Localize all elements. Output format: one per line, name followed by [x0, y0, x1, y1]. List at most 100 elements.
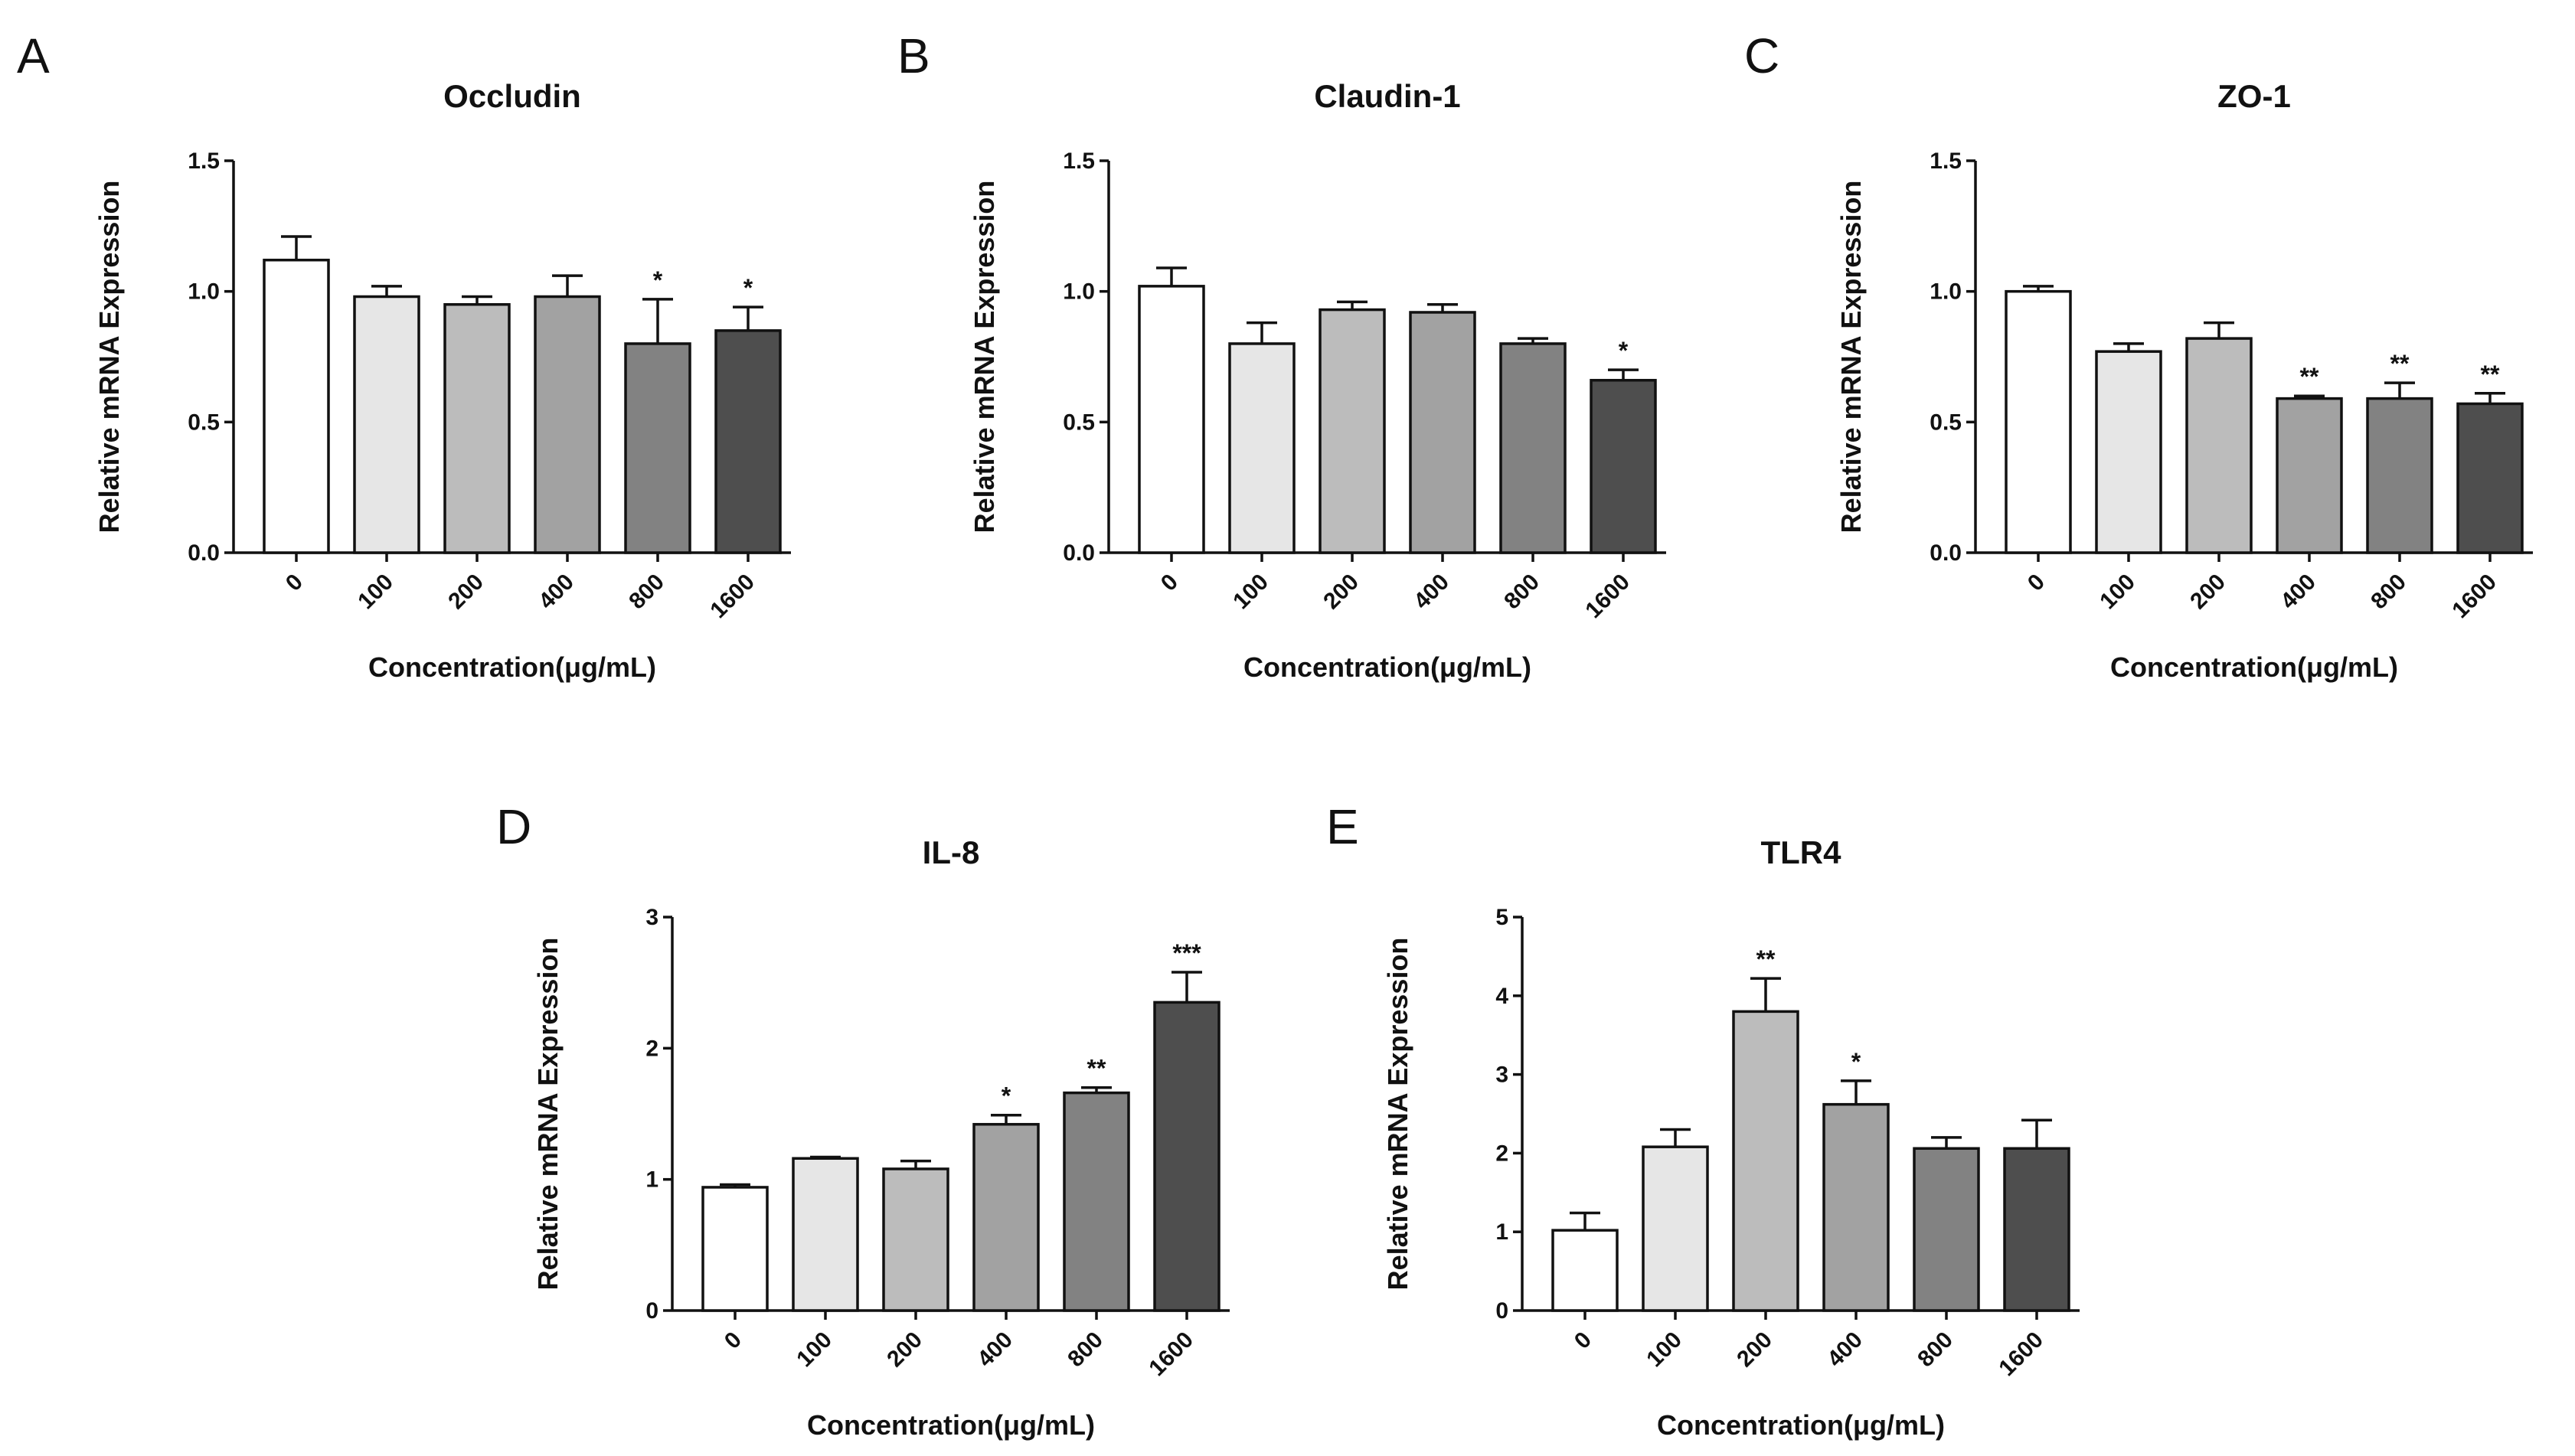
bar-1600 [1590, 378, 1657, 554]
x-tick-label: 800 [1499, 570, 1544, 615]
x-tick-label: 400 [534, 570, 579, 615]
bar-100 [792, 1157, 859, 1312]
x-tick-label: 100 [1642, 1327, 1687, 1373]
x-tick-label: 400 [972, 1327, 1018, 1373]
x-tick-label: 0 [1156, 570, 1183, 596]
x-tick-label: 200 [443, 570, 489, 615]
y-tick-label: 4 [1495, 984, 1508, 1009]
bar-400 [1822, 1102, 1890, 1312]
bar-800 [1913, 1147, 1980, 1312]
x-tick-label: 800 [2366, 570, 2411, 615]
y-tick-label: 0 [1495, 1298, 1508, 1324]
x-tick-label: 1600 [705, 570, 760, 624]
bar-800 [624, 342, 691, 554]
x-tick-label: 200 [882, 1327, 927, 1373]
bar-200 [1319, 308, 1386, 554]
y-tick-label: 0.5 [1063, 410, 1095, 435]
x-tick-label: 1600 [1580, 570, 1635, 624]
x-axis-label: Concentration(μg/mL) [807, 1409, 1095, 1441]
significance-label: ** [1756, 945, 1776, 973]
chart-panel-b: B Claudin-1 0.0 0.5 1.0 1.5 Relative mRNA Expr… [897, 28, 1666, 683]
y-tick-label: 0.0 [188, 540, 220, 566]
chart-panel-e: E TLR4 0 1 2 3 4 5 Relative mRNA Expression 0 100 *… [1326, 799, 2080, 1441]
x-tick-label: 1600 [1994, 1327, 2048, 1382]
chart-panel-d: D IL-8 0 1 2 3 Relative mRNA Expression 0 100 200… [496, 799, 1230, 1441]
x-tick-label: 100 [353, 570, 398, 615]
x-tick-label: 400 [1409, 570, 1454, 615]
bar-1600 [2003, 1147, 2070, 1312]
bar-100 [1228, 342, 1296, 554]
significance-label: ** [2481, 361, 2500, 388]
bar-200 [1732, 1010, 1799, 1312]
bar-100 [1642, 1145, 1709, 1312]
x-tick-label: 400 [2276, 570, 2321, 615]
bar-400 [1409, 311, 1476, 554]
significance-label: ** [2390, 350, 2410, 377]
bar-1600 [2456, 402, 2524, 554]
x-axis-label: Concentration(μg/mL) [1243, 651, 1531, 683]
bar-0 [263, 258, 330, 554]
chart-title: Claudin-1 [1314, 78, 1460, 114]
y-axis-label: Relative mRNA Expression [93, 181, 125, 534]
x-tick-label: 400 [1822, 1327, 1868, 1373]
significance-label: *** [1172, 939, 1201, 967]
bar-400 [972, 1122, 1040, 1312]
significance-label: * [1002, 1082, 1011, 1110]
chart-title: ZO-1 [2217, 78, 2291, 114]
y-tick-label: 1.0 [188, 279, 220, 305]
y-tick-label: 0.0 [1930, 540, 1962, 566]
chart-panel-a: A Occludin 0.0 0.5 1.0 1.5 Relative mRNA Expre… [17, 28, 791, 683]
bar-0 [1551, 1229, 1619, 1312]
y-tick-label: 1.5 [188, 149, 220, 174]
x-tick-label: 800 [1913, 1327, 1958, 1373]
panel-letter: B [897, 28, 930, 83]
y-tick-label: 1.0 [1930, 279, 1962, 305]
significance-label: ** [2300, 363, 2319, 390]
x-tick-label: 800 [1063, 1327, 1108, 1373]
significance-label: * [653, 266, 663, 294]
x-tick-label: 200 [2185, 570, 2230, 615]
significance-label: * [743, 274, 753, 302]
bar-0 [2005, 289, 2072, 554]
panel-letter: E [1326, 799, 1359, 854]
y-tick-label: 2 [645, 1036, 658, 1061]
x-axis-label: Concentration(μg/mL) [2110, 651, 2398, 683]
panel-letter: D [496, 799, 531, 854]
x-tick-label: 200 [1319, 570, 1364, 615]
y-tick-label: 0.0 [1063, 540, 1095, 566]
bar-800 [1063, 1091, 1130, 1312]
bar-800 [2366, 397, 2433, 554]
bar-0 [1138, 285, 1205, 554]
y-tick-label: 0 [645, 1298, 658, 1324]
bar-200 [2185, 337, 2253, 554]
chart-title: Occludin [443, 78, 581, 114]
x-tick-label: 1600 [1144, 1327, 1198, 1382]
y-tick-label: 0.5 [188, 410, 220, 435]
bar-1600 [714, 329, 782, 554]
y-tick-label: 1 [645, 1167, 658, 1193]
chart-panel-c: C ZO-1 0.0 0.5 1.0 1.5 Relative mRNA Expressio… [1744, 28, 2533, 683]
bar-0 [701, 1186, 769, 1312]
x-tick-label: 100 [1228, 570, 1273, 615]
bar-400 [534, 295, 601, 554]
chart-title: TLR4 [1761, 834, 1842, 870]
y-axis-label: Relative mRNA Expression [1382, 938, 1413, 1291]
panel-letter: A [17, 28, 50, 83]
x-tick-label: 100 [792, 1327, 837, 1373]
x-axis-label: Concentration(μg/mL) [368, 651, 656, 683]
x-tick-label: 0 [2023, 570, 2050, 596]
x-tick-label: 1600 [2447, 570, 2501, 624]
y-tick-label: 5 [1495, 905, 1508, 930]
bar-100 [353, 295, 420, 554]
y-axis-label: Relative mRNA Expression [532, 938, 564, 1291]
bar-100 [2095, 350, 2162, 554]
chart-title: IL-8 [923, 834, 980, 870]
y-tick-label: 1.5 [1063, 149, 1095, 174]
bar-200 [443, 302, 511, 554]
significance-label: * [1619, 337, 1629, 364]
x-tick-label: 0 [281, 570, 308, 596]
significance-label: * [1851, 1048, 1861, 1076]
y-tick-label: 3 [645, 905, 658, 930]
bar-800 [1499, 342, 1567, 554]
